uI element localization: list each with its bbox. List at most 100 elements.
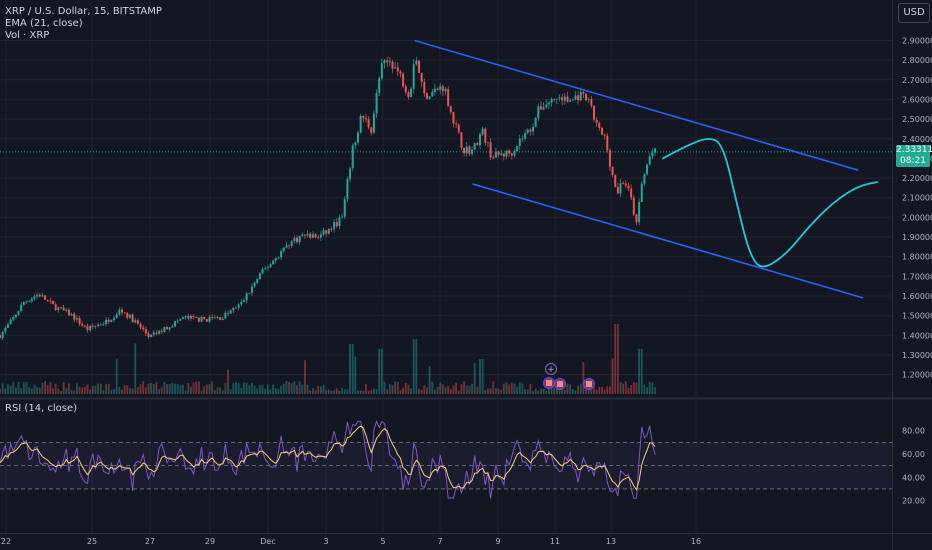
volume-bar bbox=[492, 381, 495, 394]
volume-bar bbox=[399, 390, 402, 394]
volume-bar bbox=[288, 382, 290, 394]
volume-bar bbox=[640, 349, 643, 394]
candle bbox=[306, 233, 309, 236]
candle bbox=[627, 185, 630, 189]
candle bbox=[349, 168, 352, 180]
candle bbox=[574, 95, 577, 100]
volume-bar bbox=[322, 384, 325, 394]
volume-bar bbox=[651, 382, 654, 394]
candle bbox=[394, 67, 397, 69]
candle bbox=[518, 138, 521, 147]
candle bbox=[216, 317, 219, 318]
candle bbox=[242, 300, 245, 302]
ema-legend[interactable]: EMA (21, close) bbox=[5, 18, 83, 29]
volume-bar bbox=[468, 385, 471, 394]
volume-bar bbox=[595, 389, 598, 394]
volume-bar bbox=[646, 387, 648, 394]
candle bbox=[478, 134, 481, 146]
candle bbox=[654, 148, 657, 153]
candle bbox=[542, 107, 545, 110]
candle bbox=[62, 307, 65, 311]
candle bbox=[635, 214, 638, 223]
volume-bar bbox=[439, 382, 442, 394]
candle bbox=[555, 98, 558, 100]
projection-curve bbox=[662, 138, 879, 268]
candle bbox=[563, 96, 566, 101]
candle bbox=[67, 309, 70, 316]
candle bbox=[91, 325, 94, 327]
volume-bar bbox=[274, 388, 277, 394]
candle bbox=[516, 146, 519, 152]
volume-bar bbox=[251, 382, 253, 394]
candle bbox=[240, 301, 243, 305]
volume-bar bbox=[277, 389, 280, 394]
candle bbox=[489, 142, 492, 158]
volume-bar bbox=[463, 381, 465, 394]
volume-legend[interactable]: Vol · XRP bbox=[5, 30, 50, 41]
volume-bar bbox=[203, 386, 206, 394]
volume-bar bbox=[266, 384, 269, 394]
candle bbox=[81, 323, 84, 326]
y-tick-label: 1.30000 bbox=[902, 351, 932, 360]
volume-bar bbox=[237, 382, 240, 394]
candle bbox=[383, 60, 386, 64]
candle bbox=[651, 152, 654, 157]
volume-bar bbox=[91, 386, 94, 394]
candle bbox=[139, 323, 142, 328]
volume-bar bbox=[211, 381, 214, 394]
rsi-ma-line bbox=[0, 425, 656, 491]
candle bbox=[136, 320, 139, 324]
candle bbox=[73, 314, 76, 320]
candle bbox=[102, 324, 105, 325]
candle bbox=[264, 268, 267, 270]
candle bbox=[322, 230, 325, 235]
volume-bar bbox=[516, 386, 519, 394]
volume-bar bbox=[325, 389, 328, 394]
volume-bar bbox=[585, 385, 587, 394]
candle bbox=[449, 106, 452, 112]
candle bbox=[4, 327, 7, 332]
volume-bar bbox=[235, 382, 237, 394]
candle bbox=[614, 175, 617, 187]
candle bbox=[187, 316, 190, 319]
rsi-legend[interactable]: RSI (14, close) bbox=[5, 403, 78, 414]
candle bbox=[211, 317, 214, 318]
candle bbox=[269, 264, 272, 268]
candle bbox=[9, 319, 12, 325]
volume-bar bbox=[343, 389, 346, 394]
candle bbox=[49, 300, 52, 302]
volume-bar bbox=[505, 382, 508, 394]
symbol-legend[interactable]: XRP / U.S. Dollar, 15, BITSTAMP bbox=[5, 6, 162, 17]
volume-bar bbox=[296, 384, 298, 394]
candle bbox=[118, 309, 121, 315]
volume-bar bbox=[582, 362, 585, 394]
volume-bar bbox=[15, 387, 17, 394]
volume-bar bbox=[280, 386, 283, 394]
candle bbox=[367, 119, 370, 128]
candle bbox=[640, 183, 643, 203]
candle bbox=[532, 126, 535, 132]
candle bbox=[622, 183, 625, 184]
candle bbox=[619, 183, 622, 194]
volume-bar bbox=[272, 384, 275, 394]
candle bbox=[250, 286, 253, 293]
candle bbox=[14, 314, 17, 317]
volume-bar bbox=[107, 383, 110, 394]
candle bbox=[105, 319, 108, 325]
volume-bar bbox=[457, 390, 460, 394]
candle bbox=[558, 97, 561, 99]
volume-bar bbox=[370, 389, 373, 394]
candle bbox=[311, 234, 314, 238]
x-tick-label: 11 bbox=[550, 537, 560, 546]
candle bbox=[364, 118, 367, 120]
volume-bar bbox=[449, 389, 452, 394]
candle bbox=[455, 123, 458, 125]
candle bbox=[391, 61, 394, 69]
currency-button[interactable]: USD bbox=[898, 3, 930, 23]
volume-bar bbox=[197, 381, 200, 394]
volume-bar bbox=[136, 386, 139, 394]
volume-bar bbox=[542, 388, 545, 394]
candle bbox=[473, 142, 476, 150]
